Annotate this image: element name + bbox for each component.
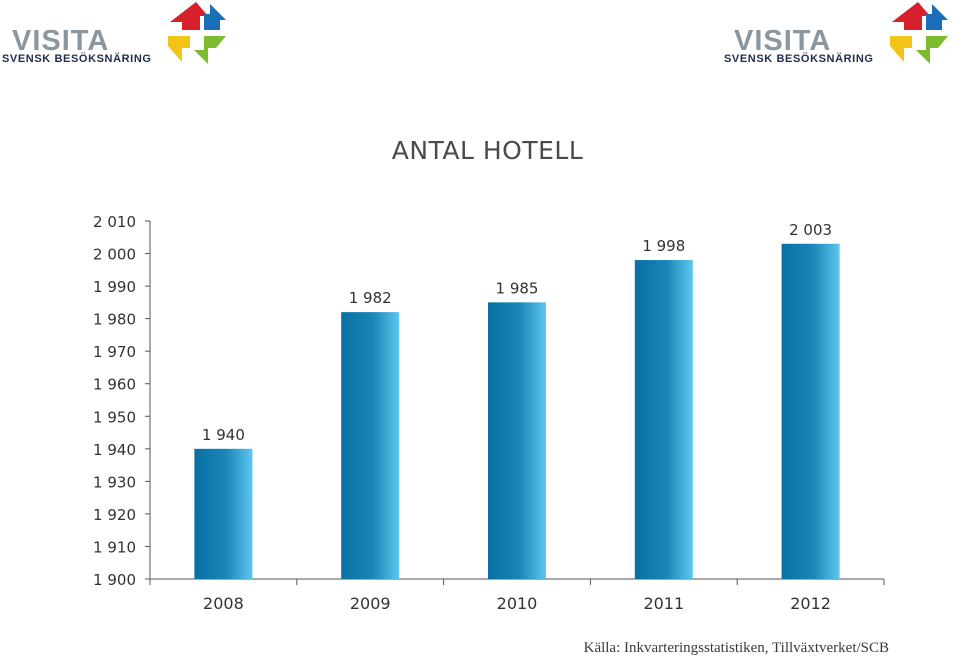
bar-2008 [194,448,253,579]
visita-star-icon [890,2,948,64]
y-tick-label: 1 920 [93,506,136,524]
y-tick-label: 1 940 [93,441,136,459]
x-tick-label-2010: 2010 [497,594,538,613]
x-tick-label-2012: 2012 [790,594,831,613]
data-label-2012: 2 003 [789,221,832,239]
data-label-2009: 1 982 [349,289,392,307]
x-tick-label-2009: 2009 [350,594,391,613]
y-tick-label: 2 010 [93,213,136,231]
chart-bars: 1 940 1 982 1 985 1 998 2 003 [194,221,840,580]
data-label-2011: 1 998 [642,237,685,255]
visita-logo-left: VISITA SVENSK BESÖKSNÄRING [0,0,240,72]
bar-2012 [781,243,840,580]
y-tick-label: 1 970 [93,343,136,361]
y-tick-label: 1 960 [93,376,136,394]
logo-wordmark: VISITA [734,25,832,57]
y-tick-label: 1 910 [93,538,136,556]
bar-2011 [634,260,693,579]
y-tick-label: 1 990 [93,278,136,296]
y-tick-label: 1 980 [93,311,136,329]
visita-logo-right: VISITA SVENSK BESÖKSNÄRING [722,0,959,72]
y-tick-label: 1 930 [93,473,136,491]
bar-2010 [488,302,546,579]
bar-2009 [341,312,400,579]
y-tick-label: 2 000 [93,246,136,264]
chart-title: ANTAL HOTELL [391,136,584,165]
chart-axes: 1 900 1 910 1 920 1 930 1 940 1 950 1 960 1 970… [93,213,885,613]
logo-wordmark: VISITA [12,25,110,57]
visita-star-icon [168,2,226,64]
data-label-2010: 1 985 [496,279,539,297]
source-note: Källa: Inkvarteringsstatistiken, Tillväx… [583,640,889,656]
logo-tagline: SVENSK BESÖKSNÄRING [724,53,874,65]
x-tick-label-2008: 2008 [203,594,244,613]
y-tick-label: 1 950 [93,408,136,426]
logo-tagline: SVENSK BESÖKSNÄRING [2,53,152,65]
data-label-2008: 1 940 [202,426,245,444]
x-tick-label-2011: 2011 [643,594,684,613]
y-tick-label: 1 900 [93,571,136,589]
